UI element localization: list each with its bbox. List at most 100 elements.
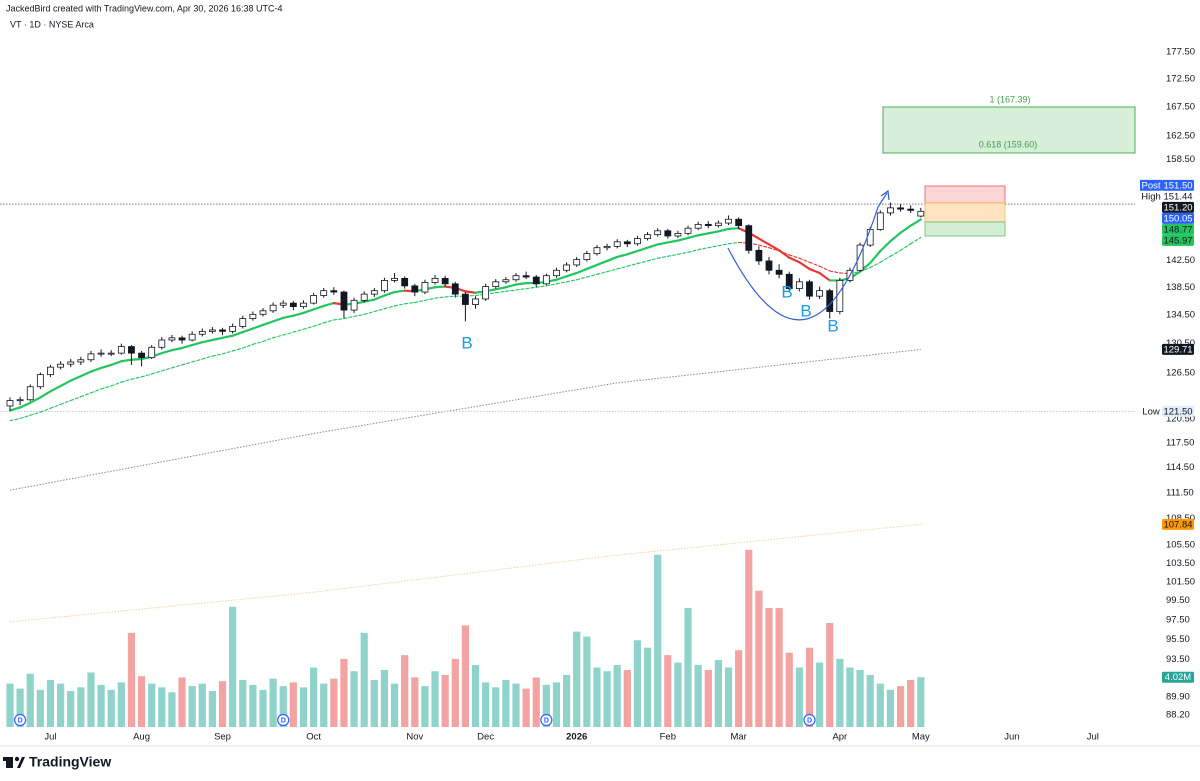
volume-bar bbox=[654, 554, 662, 727]
volume-bar bbox=[279, 686, 287, 727]
indicator-segment bbox=[909, 218, 922, 227]
indicator-segment bbox=[39, 390, 52, 399]
volume-bar bbox=[57, 683, 65, 727]
indicator-segment bbox=[697, 247, 709, 251]
indicator-segment bbox=[808, 261, 821, 267]
volume-bar bbox=[441, 674, 449, 727]
volume-bar bbox=[623, 670, 631, 727]
candle-body bbox=[461, 293, 469, 305]
candle-body bbox=[553, 269, 560, 277]
indicator-segment bbox=[363, 310, 375, 315]
y-tick-label: 138.50 bbox=[1166, 282, 1195, 293]
volume-bar bbox=[239, 679, 247, 727]
y-tick-label: 120.50 bbox=[1166, 414, 1195, 425]
volume-bar bbox=[573, 631, 581, 727]
volume-bar bbox=[876, 683, 884, 727]
indicator-segment bbox=[282, 314, 295, 319]
price-tag-label: 4.02M bbox=[1165, 672, 1191, 683]
indicator-segment bbox=[788, 256, 801, 264]
indicator-segment bbox=[120, 378, 132, 383]
volume-bar bbox=[765, 608, 773, 727]
fib-label: 1 (167.39) bbox=[989, 94, 1030, 104]
y-tick-label: 111.50 bbox=[1166, 487, 1194, 498]
candle-body bbox=[47, 366, 54, 376]
x-tick-label: 2026 bbox=[566, 732, 587, 743]
volume-bar bbox=[26, 673, 34, 727]
x-tick-label: Jul bbox=[1087, 732, 1099, 743]
x-tick-label: Dec bbox=[477, 732, 494, 743]
candle-body bbox=[664, 230, 672, 237]
indicator-segment bbox=[130, 357, 143, 361]
indicator-segment bbox=[434, 296, 446, 299]
risk-zone bbox=[924, 185, 1006, 204]
indicator-segment bbox=[433, 285, 447, 289]
indicator-segment bbox=[90, 388, 102, 394]
y-tick-label: 88.20 bbox=[1166, 709, 1190, 720]
x-tick-label: Nov bbox=[406, 732, 423, 743]
indicator-segment bbox=[707, 230, 720, 235]
volume-bar bbox=[502, 679, 510, 727]
volume-bar bbox=[168, 692, 176, 727]
volume-bar bbox=[401, 655, 409, 727]
candle-body bbox=[168, 337, 176, 341]
indicator-segment bbox=[171, 364, 183, 369]
volume-bar bbox=[704, 670, 712, 727]
price-tag bbox=[1162, 223, 1194, 235]
indicator-segment bbox=[19, 414, 31, 419]
annotation: B bbox=[800, 301, 811, 320]
indicator-segment bbox=[70, 396, 82, 402]
candle-body bbox=[239, 318, 247, 327]
candle-body bbox=[188, 333, 196, 341]
volume-bar bbox=[411, 677, 419, 727]
indicator-segment bbox=[424, 297, 436, 301]
y-tick-label: 99.50 bbox=[1166, 595, 1190, 606]
volume-bar bbox=[724, 667, 733, 727]
y-tick-label: 101.50 bbox=[1166, 576, 1195, 587]
indicator-segment bbox=[727, 227, 740, 230]
header: JackedBird created with TradingView.com,… bbox=[6, 3, 282, 13]
indicator-segment bbox=[616, 265, 628, 270]
candle-body bbox=[795, 281, 803, 290]
volume-bar bbox=[593, 667, 601, 727]
indicator-segment bbox=[535, 285, 547, 288]
volume-bar bbox=[77, 687, 85, 727]
indicator-segment bbox=[879, 240, 892, 253]
indicator-segment bbox=[130, 376, 143, 380]
indicator-segment bbox=[353, 313, 365, 317]
price-tag bbox=[1162, 190, 1194, 202]
candle-body bbox=[97, 352, 105, 355]
volume-bar bbox=[97, 684, 105, 727]
volume-bar bbox=[664, 655, 672, 727]
indicator-segment bbox=[322, 302, 335, 308]
indicator-segment bbox=[49, 403, 62, 409]
indicator-segment bbox=[788, 254, 800, 259]
indicator-segment bbox=[211, 353, 224, 357]
indicator-segment bbox=[697, 232, 710, 237]
indicator-segment bbox=[383, 305, 396, 310]
indicator-segment bbox=[251, 323, 265, 330]
fib-label: 0.618 (159.60) bbox=[979, 139, 1038, 149]
candle-body bbox=[532, 276, 540, 285]
volume-bar bbox=[856, 670, 864, 727]
candle-body bbox=[300, 302, 307, 307]
indicator-segment bbox=[302, 308, 315, 315]
indicator-segment bbox=[161, 367, 173, 372]
indicator-segment bbox=[494, 286, 507, 291]
dividend-marker bbox=[540, 713, 553, 727]
price-tag-label: 107.84 bbox=[1163, 519, 1192, 530]
y-tick-label: 134.50 bbox=[1166, 310, 1195, 321]
volume-bar bbox=[330, 678, 338, 727]
indicator-segment bbox=[323, 319, 335, 324]
indicator-segment bbox=[687, 249, 699, 253]
candle-body bbox=[431, 277, 439, 283]
x-tick-label: Sep bbox=[214, 732, 231, 743]
price-tag-caption-bg bbox=[1140, 179, 1162, 191]
indicator-segment bbox=[272, 334, 284, 339]
indicator-segment bbox=[80, 392, 92, 398]
indicator-segment bbox=[899, 224, 912, 234]
volume-bar bbox=[117, 682, 125, 727]
dividend-marker bbox=[277, 713, 290, 727]
volume-bar bbox=[229, 606, 237, 727]
indicator-segment bbox=[29, 396, 42, 404]
volume-bar bbox=[583, 636, 591, 727]
